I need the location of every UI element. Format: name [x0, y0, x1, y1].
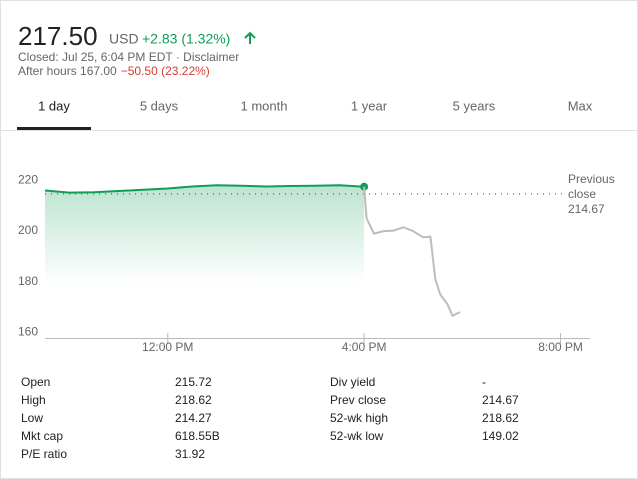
stat-value: 214.67 [482, 393, 519, 407]
tab[interactable]: 5 days [140, 98, 179, 113]
x-tick-label: 8:00 PM [538, 340, 583, 354]
stat-value: 149.02 [482, 429, 519, 443]
previous-close-value: 214.67 [568, 202, 605, 216]
y-tick-label: 160 [18, 325, 38, 339]
stat-value: 214.27 [175, 411, 212, 425]
stat-label: Low [21, 411, 43, 425]
tab-indicator [17, 127, 91, 130]
tab[interactable]: 1 year [351, 98, 388, 113]
x-tick-label: 12:00 PM [142, 340, 193, 354]
x-tick-label: 4:00 PM [342, 340, 387, 354]
stat-value: 618.55B [175, 429, 220, 443]
price-line [44, 184, 365, 194]
area [45, 185, 365, 285]
stat-label: P/E ratio [21, 447, 67, 461]
price: 217.50 [18, 21, 98, 51]
stat-label: Div yield [330, 375, 375, 389]
currency: USD [109, 31, 139, 47]
stat-value: 31.92 [175, 447, 205, 461]
stats: Open 215.72 High 218.62 Low 214.27 Mkt cap 618.… [21, 375, 519, 461]
stat-label: Open [21, 375, 50, 389]
chart: 160 180 200 220 12:00 PM 4:00 PM 8:00 PM Previo… [18, 172, 615, 354]
tab[interactable]: 1 day [38, 98, 70, 113]
change: +2.83 (1.32%) [142, 31, 230, 47]
stat-label: 52-wk low [330, 429, 384, 443]
tabs: 1 day 5 days 1 month 1 year 5 years Max [17, 98, 593, 130]
stat-value: - [482, 375, 486, 389]
stat-label: High [21, 393, 46, 407]
y-tick-label: 220 [18, 173, 38, 187]
tab[interactable]: Max [568, 98, 593, 113]
after-hours-change: −50.50 (23.22%) [121, 64, 210, 78]
stat-value: 218.62 [482, 411, 519, 425]
stat-label: 52-wk high [330, 411, 388, 425]
stat-value: 218.62 [175, 393, 212, 407]
stat-label: Prev close [330, 393, 386, 407]
tab[interactable]: 1 month [241, 98, 288, 113]
previous-close-label: Previous close [568, 172, 615, 201]
y-tick-label: 200 [18, 223, 38, 237]
after-hours: After hours 167.00 [18, 64, 117, 78]
stat-value: 215.72 [175, 375, 212, 389]
price-line [363, 186, 461, 318]
closed-info: Closed: Jul 25, 6:04 PM EDT · Disclaimer [18, 50, 239, 64]
up-arrow [244, 31, 256, 44]
stat-label: Mkt cap [21, 429, 63, 443]
tab[interactable]: 5 years [453, 98, 496, 113]
y-tick-label: 180 [18, 274, 38, 288]
